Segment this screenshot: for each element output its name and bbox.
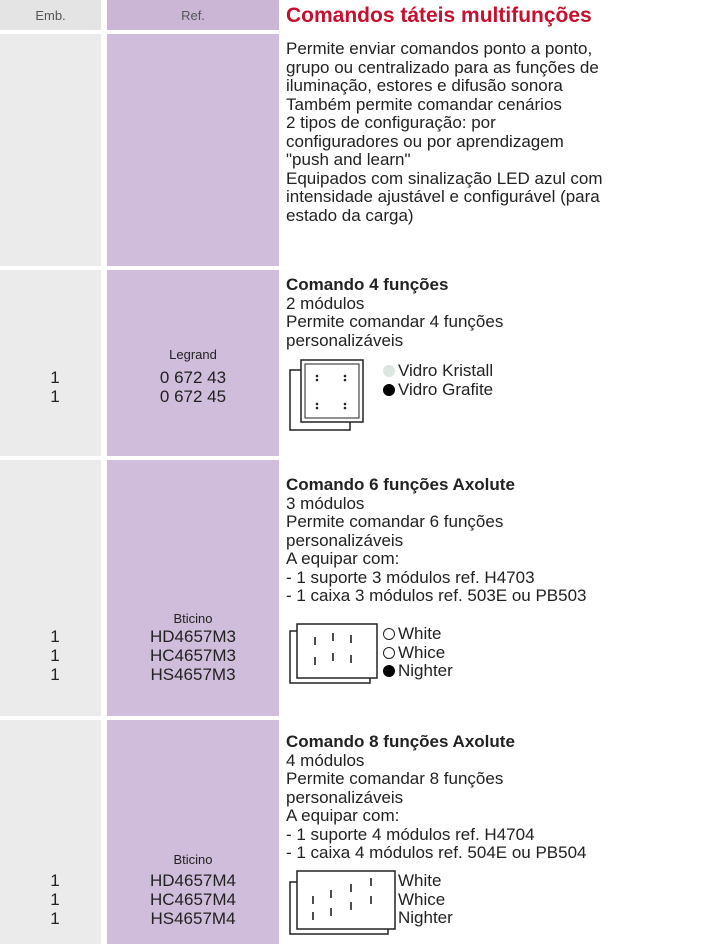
- option-label: Nighter: [398, 661, 453, 680]
- brand: Legrand: [169, 347, 217, 362]
- swatch: [383, 665, 395, 677]
- section-line: 2 módulos: [286, 293, 365, 313]
- swatch: [383, 628, 395, 640]
- emb-cell-bg: [0, 270, 101, 456]
- swatch: [383, 646, 395, 659]
- intro-line: 2 tipos de configuração: por: [286, 113, 496, 132]
- ref-code: HD4657M4: [150, 871, 236, 890]
- ref-cell-bg: [107, 270, 279, 456]
- ref-code: HS4657M4: [150, 909, 236, 928]
- ref-code: HC4657M4: [150, 890, 236, 909]
- section-line: personalizáveis: [286, 330, 404, 350]
- section-line: - 1 caixa 4 módulos ref. 504E ou PB504: [286, 843, 587, 862]
- section-line: - 1 caixa 3 módulos ref. 503E ou PB503: [286, 586, 587, 605]
- option-label: Whice: [398, 642, 446, 662]
- option-label: White: [398, 871, 442, 890]
- option-label: Whice: [398, 889, 446, 909]
- section-line: A equipar com:: [286, 549, 400, 568]
- section-line: Permite comandar 4 funções: [286, 312, 504, 331]
- emb-qty: 1: [50, 909, 60, 928]
- intro-line: grupo ou centralizado para as funções de: [286, 57, 599, 77]
- emb-qty: 1: [50, 871, 60, 890]
- ref-header: Ref.: [181, 8, 205, 23]
- section-title: Comando 4 funções: [286, 275, 449, 294]
- brand: Bticino: [173, 611, 213, 626]
- option-label: Vidro Grafite: [398, 379, 494, 399]
- option-label: Nighter: [398, 908, 453, 927]
- emb-qty: 1: [50, 665, 60, 684]
- swatch: [383, 383, 395, 396]
- swatch: [383, 365, 395, 377]
- emb-qty: 1: [50, 890, 60, 909]
- option-label: Vidro Kristall: [398, 361, 494, 380]
- section-line: 4 módulos: [286, 750, 365, 770]
- ref-code: HS4657M3: [150, 665, 236, 684]
- ref-cell-bg: [107, 34, 279, 266]
- section-line: personalizáveis: [286, 787, 404, 807]
- section-line: Permite comandar 6 funções: [286, 512, 504, 531]
- intro-line: intensidade ajustável e configurável (pa…: [286, 187, 600, 206]
- option-label: White: [398, 624, 442, 643]
- emb-header-bg: [0, 0, 101, 30]
- icon-6-functions: [289, 623, 378, 684]
- ref-cell-bg: [107, 460, 279, 716]
- ref-code: 0 672 43: [159, 368, 227, 387]
- intro-line: Permite enviar comandos ponto a ponto,: [286, 39, 593, 58]
- section-line: A equipar com:: [286, 806, 400, 825]
- section-line: - 1 suporte 3 módulos ref. H4703: [286, 567, 535, 587]
- emb-header: Emb.: [35, 8, 66, 23]
- intro-line: Equipados com sinalização LED azul com: [286, 168, 603, 188]
- brand: Bticino: [173, 852, 213, 867]
- emb-qty: 1: [50, 627, 60, 646]
- section-title: Comando 6 funções Axolute: [286, 475, 515, 494]
- intro-line: "push and learn": [286, 150, 411, 169]
- emb-cell-bg: [0, 460, 101, 716]
- icon-4-functions: [289, 359, 364, 431]
- ref-header-bg: [107, 0, 279, 30]
- intro-line: estado da carga): [286, 205, 414, 225]
- ref-code: HC4657M3: [150, 646, 236, 665]
- ref-cell-bg: [107, 720, 279, 944]
- section-line: Permite comandar 8 funções: [286, 769, 504, 788]
- ref-code: HD4657M3: [150, 627, 236, 646]
- intro-line: configuradores ou por aprendizagem: [286, 131, 564, 151]
- emb-cell-bg: [0, 720, 101, 944]
- section-line: personalizáveis: [286, 530, 404, 550]
- emb-qty: 1: [50, 646, 60, 665]
- emb-qty: 1: [50, 387, 60, 406]
- section-line: 3 módulos: [286, 493, 365, 513]
- emb-qty: 1: [50, 368, 60, 387]
- page-title: Comandos táteis multifunções: [286, 4, 592, 27]
- intro-line: iluminação, estores e difusão sonora: [286, 76, 563, 95]
- section-line: - 1 suporte 4 módulos ref. H4704: [286, 824, 535, 844]
- ref-code: 0 672 45: [159, 387, 227, 406]
- intro-line: Também permite comandar cenários: [286, 94, 562, 114]
- emb-cell-bg: [0, 34, 101, 266]
- icon-8-functions: [289, 870, 396, 935]
- section-title: Comando 8 funções Axolute: [286, 732, 515, 751]
